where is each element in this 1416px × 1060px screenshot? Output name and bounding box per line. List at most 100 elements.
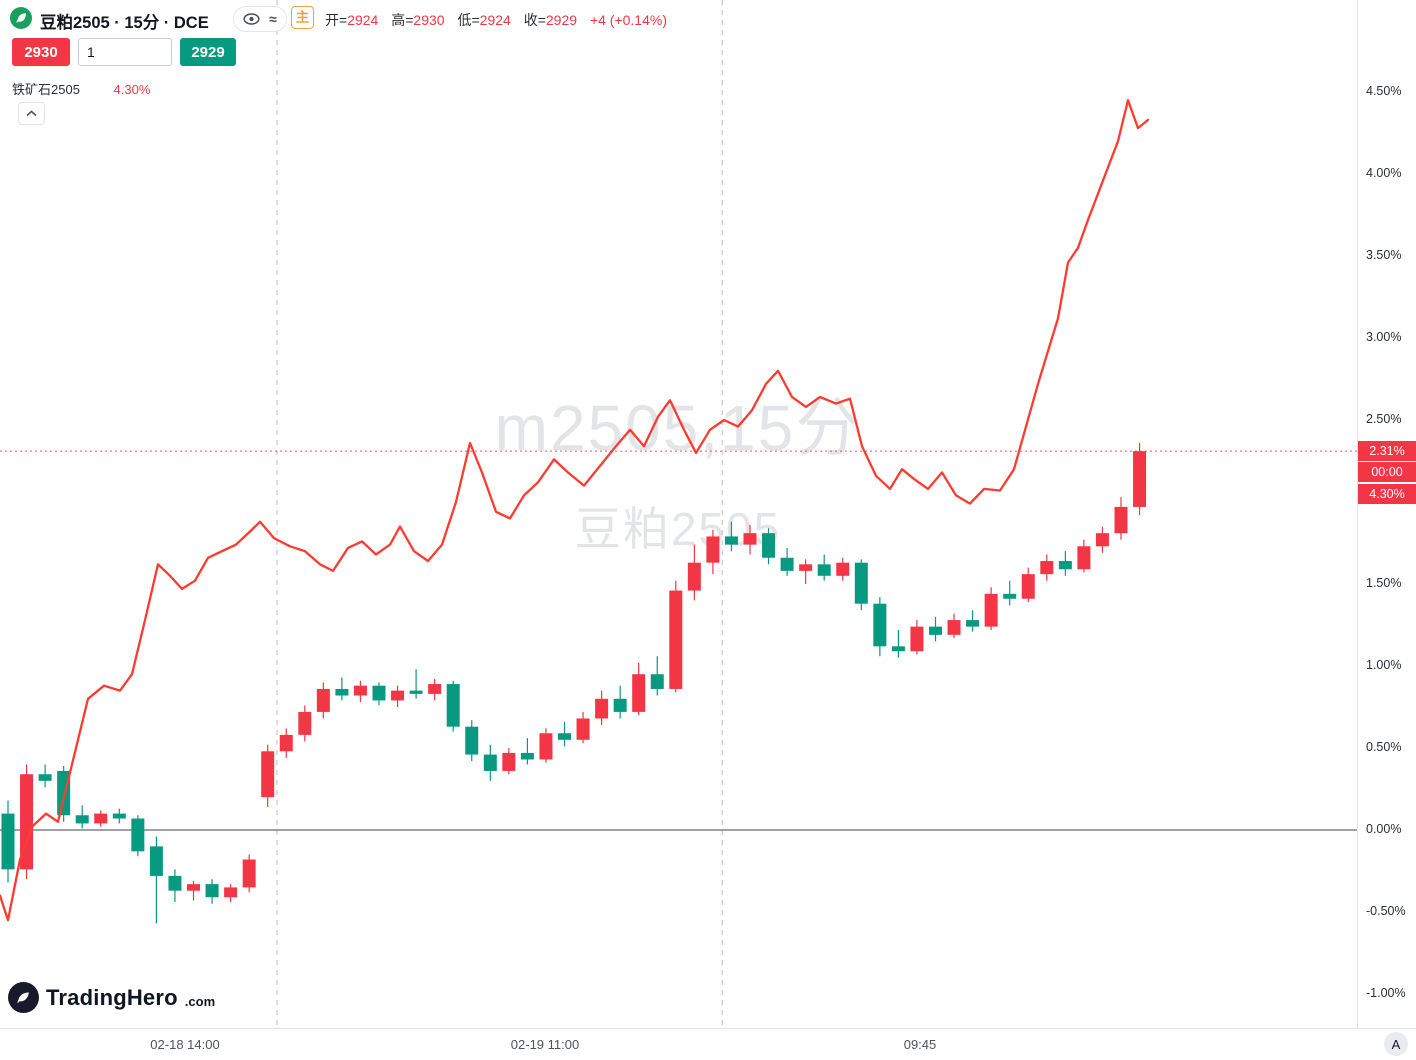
x-axis-label: 09:45 (903, 1037, 937, 1052)
chevron-up-icon (26, 110, 37, 117)
candle (1058, 561, 1072, 570)
y-axis-label: 1.00% (1366, 658, 1402, 672)
high-value: 2930 (413, 12, 445, 28)
candle (539, 733, 553, 760)
candle (1133, 451, 1147, 507)
candle (854, 562, 868, 604)
font-size-button[interactable]: A (1384, 1032, 1408, 1056)
high-label: 高= (391, 12, 414, 28)
current-price-badge: 2.31% (1358, 441, 1416, 461)
candle (502, 752, 516, 771)
candle (669, 590, 683, 689)
y-axis-label: 4.00% (1366, 166, 1402, 180)
quantity-input[interactable] (78, 38, 172, 66)
overlay-price-badge: 4.30% (1358, 484, 1416, 504)
candle (595, 698, 609, 719)
candle (391, 690, 405, 701)
candle (706, 536, 720, 563)
main-contract-button[interactable]: 主 (291, 6, 314, 29)
buy-price-button[interactable]: 2929 (180, 38, 236, 66)
close-label: 收= (523, 12, 546, 28)
candle (1114, 506, 1128, 534)
candle (483, 754, 497, 771)
overlay-line-series (0, 99, 1150, 922)
x-axis[interactable]: 02-18 14:00 02-19 11:00 09:45 (0, 1028, 1416, 1060)
candle (1095, 533, 1109, 547)
candle (1003, 593, 1017, 599)
candle (799, 564, 813, 571)
brand-link[interactable]: TradingHero .com (8, 982, 215, 1013)
candle (428, 684, 442, 694)
app-logo-icon (10, 7, 32, 29)
candle (687, 562, 701, 591)
candle (650, 674, 664, 689)
overlay-symbol-label: 铁矿石2505 (12, 82, 80, 97)
overlay-legend: 铁矿石2505 4.30% (12, 79, 150, 98)
y-axis[interactable]: 4.50% 4.00% 3.50% 3.00% 2.50% 1.50% 1.00% 0.50%… (1357, 0, 1416, 1028)
open-label: 开= (325, 12, 348, 28)
candle (743, 533, 757, 545)
candle (335, 688, 349, 696)
candle (409, 690, 423, 694)
y-axis-label: 4.50% (1366, 84, 1402, 98)
bar-countdown-badge: 00:00 (1358, 462, 1416, 482)
candle (836, 562, 850, 576)
y-axis-label: 0.00% (1366, 822, 1402, 836)
y-axis-label: 3.00% (1366, 330, 1402, 344)
candle (261, 751, 275, 798)
candle (947, 620, 961, 635)
eye-icon[interactable] (243, 13, 260, 25)
candle (1, 813, 15, 870)
candle (168, 875, 182, 891)
candle (632, 674, 646, 712)
candle (242, 859, 256, 888)
candle (131, 818, 145, 852)
collapse-button[interactable] (18, 102, 45, 125)
sell-price-button[interactable]: 2930 (12, 38, 70, 66)
x-axis-label: 02-19 11:00 (510, 1037, 580, 1052)
candle (762, 533, 776, 558)
low-value: 2924 (479, 12, 511, 28)
candle (112, 813, 126, 819)
candle (372, 685, 386, 701)
y-axis-label: 3.50% (1366, 248, 1402, 262)
candle (724, 536, 738, 545)
symbol-title: 豆粕2505 · 15分 · DCE (40, 14, 209, 32)
low-label: 低= (457, 12, 480, 28)
order-row: 2930 2929 (12, 38, 236, 66)
candle (891, 646, 905, 652)
candle-series (1, 442, 1147, 924)
chart-canvas[interactable] (0, 0, 1357, 1028)
candle (613, 698, 627, 712)
candle (465, 726, 479, 755)
y-axis-label: 1.50% (1366, 576, 1402, 590)
candle (576, 718, 590, 740)
change-value: +4 (+0.14%) (589, 12, 667, 28)
candle (520, 752, 534, 760)
candle (75, 815, 89, 824)
candle (94, 813, 108, 824)
ohlc-row: 开=2924 高=2930 低=2924 收=2929 +4 (+0.14%) (325, 10, 676, 30)
y-axis-label: 0.50% (1366, 740, 1402, 754)
candle (780, 557, 794, 571)
candle (929, 626, 942, 635)
candle (279, 734, 293, 752)
candle (558, 733, 571, 740)
open-value: 2924 (347, 12, 379, 28)
approx-icon[interactable]: ≈ (269, 11, 277, 27)
candle (446, 684, 460, 727)
candle (224, 887, 238, 898)
brand-name: TradingHero (46, 984, 178, 1010)
candle (1040, 561, 1054, 575)
candle (910, 626, 924, 652)
brand-tld: .com (184, 993, 216, 1009)
y-axis-label: -1.00% (1366, 986, 1406, 1000)
candle (1077, 546, 1091, 570)
tradinghero-logo-icon (8, 982, 39, 1013)
overlay-change-label: 4.30% (113, 82, 151, 97)
close-value: 2929 (545, 12, 578, 28)
x-axis-label: 02-18 14:00 (150, 1037, 220, 1052)
candle (205, 884, 219, 898)
candle (187, 884, 200, 891)
